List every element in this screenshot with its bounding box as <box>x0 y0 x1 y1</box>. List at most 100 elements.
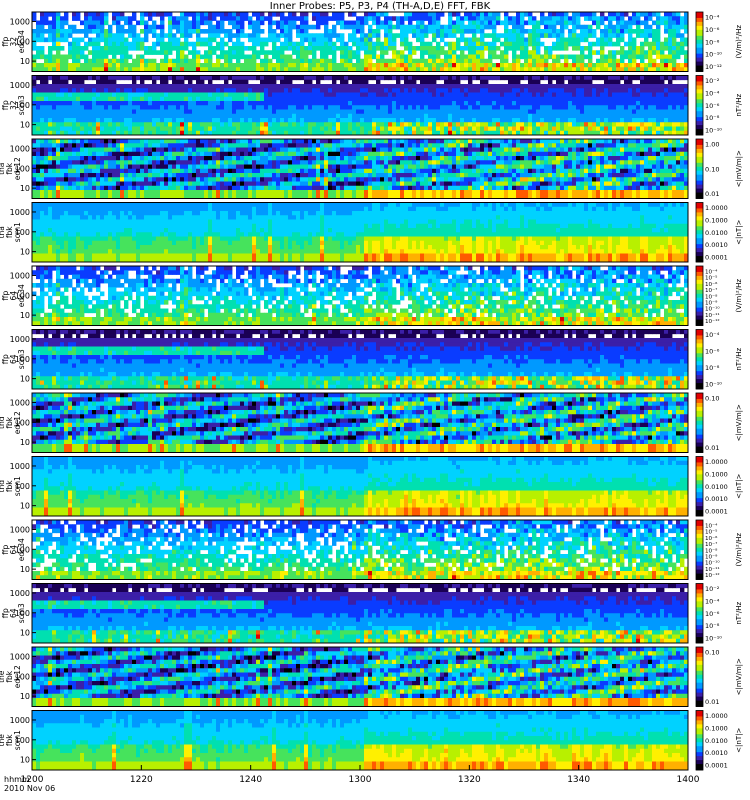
colorbar-tick-label: 10⁻⁸ <box>705 293 718 300</box>
panel-ylabel: thd ffp 64 scm3 <box>0 349 26 369</box>
panel-6: 10 100 1000 thd ffp 64 scm3 10⁻⁴ 10⁻⁶ 10⁻⁸ 10⁻¹⁰ nT… <box>0 329 743 390</box>
ylabel-line: edc34 <box>17 30 26 53</box>
colorbar: 0.10 0.01 <|mV/m|> <box>695 646 743 707</box>
ylabel-line: the <box>0 607 2 620</box>
colorbar-tick-label: 10⁻² <box>705 77 720 85</box>
colorbar-tick-label: 0.0010 <box>705 749 728 757</box>
colorbar-unit-label: nT²/Hz <box>735 94 743 117</box>
colorbar-tick-label: 10⁻⁸ <box>705 622 720 630</box>
colorbar-tick-label: 10⁻⁴ <box>705 89 720 97</box>
x-tick-label: 1200 <box>21 775 44 785</box>
panel-3: 10 100 1000 tha fbk edc12 1.00 0.10 0.01 <|mV/m|> <box>0 138 743 199</box>
y-tick-label: 100 <box>15 545 30 554</box>
spectrogram-image <box>32 139 689 199</box>
colorbar-tick-label: 10⁻¹⁰ <box>705 51 722 59</box>
ylabel-line: 64 <box>9 354 18 364</box>
x-tick-label: 1320 <box>458 775 481 785</box>
colorbar-tick-label: 0.01 <box>705 698 719 706</box>
x-tick-label: 1240 <box>239 775 262 785</box>
colorbar-tick-label: 10⁻¹¹ <box>705 312 720 319</box>
panel-ylabel: the fbk scm1 <box>0 730 22 750</box>
spectrogram-image <box>32 329 689 390</box>
colorbar-tick-label: 1.0000 <box>705 204 728 212</box>
panel-ylabel: thd fbk edc12 <box>0 411 22 434</box>
colorbar-tick-label: 10⁻⁴ <box>705 331 720 339</box>
panel-ylabel: tha ffp 32 edc34 <box>0 30 26 53</box>
colorbar-unit-label: (V/m)²/Hz <box>735 533 743 567</box>
colorbar-tick-label: 0.0100 <box>705 229 728 237</box>
colorbar-tick-label: 10⁻⁶ <box>705 348 720 356</box>
colorbar-unit-label: <|nT|> <box>735 728 743 753</box>
y-tick-label: 10 <box>20 629 30 638</box>
colorbar-tick-label: 10⁻¹¹ <box>705 566 720 573</box>
colorbar-unit-label: <|nT|> <box>735 474 743 499</box>
y-tick-label: 100 <box>15 482 30 491</box>
spectrogram-image <box>32 393 689 453</box>
y-tick-label: 100 <box>15 101 30 110</box>
colorbar-tick-label: 10⁻⁶ <box>705 26 720 34</box>
x-tick-label: 1220 <box>130 775 153 785</box>
colorbar-tick-label: 10⁻¹⁰ <box>705 381 722 389</box>
y-tick-label: 1000 <box>10 271 30 280</box>
ylabel-line: thd <box>0 416 6 429</box>
y-tick-label: 10 <box>20 375 30 384</box>
colorbar-tick-label: 10⁻¹² <box>705 318 720 325</box>
colorbar-tick-label: 0.0010 <box>705 241 728 249</box>
ylabel-line: edc12 <box>13 411 22 434</box>
colorbar-tick-label: 10⁻⁸ <box>705 547 718 554</box>
panel-ylabel: tha fbk edc12 <box>0 157 22 180</box>
panel-ylabel: thd ffp 64 edc34 <box>0 284 26 307</box>
panel-12: 10 100 1000 the fbk scm1 1.0000 0.1000 0.0100 0.0… <box>0 710 743 771</box>
ylabel-line: fbk <box>5 226 14 238</box>
colorbar-tick-label: 10⁻⁵ <box>705 529 717 536</box>
ylabel-line: the <box>0 670 6 683</box>
colorbar: 1.00 0.10 0.01 <|mV/m|> <box>695 138 743 199</box>
y-tick-label: 10 <box>20 502 30 511</box>
ylabel-line: fbk <box>5 416 14 428</box>
figure-title: Inner Probes: P5, P3, P4 (TH-A,D,E) FFT,… <box>270 1 491 12</box>
colorbar-tick-label: 10⁻⁴ <box>705 269 718 276</box>
colorbar-tick-label: 1.0000 <box>705 458 728 466</box>
x-axis-label-date: 2010 Nov 06 <box>4 784 55 793</box>
colorbar: 1.0000 0.1000 0.0100 0.0010 0.0001 <|nT|> <box>695 710 743 771</box>
colorbar-tick-label: 0.1000 <box>705 470 728 478</box>
ylabel-line: ffp <box>1 37 10 47</box>
y-tick-label: 10 <box>20 756 30 765</box>
ylabel-line: scm3 <box>17 603 26 623</box>
y-tick-label: 10 <box>20 438 30 447</box>
colorbar-tick-label: 0.10 <box>705 165 719 173</box>
ylabel-line: 64 <box>9 291 18 301</box>
colorbar-unit-label: nT²/Hz <box>735 602 743 625</box>
colorbar-tick-label: 1.00 <box>705 141 719 149</box>
colorbar-tick-label: 10⁻⁶ <box>705 102 720 110</box>
ylabel-line: thd <box>0 289 2 302</box>
ylabel-line: tha <box>0 163 6 175</box>
colorbar-tick-label: 10⁻⁴ <box>705 597 720 605</box>
ylabel-line: scm1 <box>13 730 22 750</box>
spectrogram-image <box>32 202 689 263</box>
y-tick-label: 10 <box>20 248 30 257</box>
colorbar-unit-label: (V/m)²/Hz <box>735 279 743 313</box>
y-tick-label: 1000 <box>10 462 30 471</box>
spectrogram-image <box>32 520 689 580</box>
y-tick-label: 100 <box>15 291 30 300</box>
y-tick-label: 100 <box>15 672 30 681</box>
ylabel-line: ffp <box>1 545 10 555</box>
y-tick-label: 10 <box>20 57 30 66</box>
colorbar-tick-label: 10⁻¹⁰ <box>705 635 722 643</box>
colorbar-tick-label: 10⁻⁸ <box>705 38 720 46</box>
panel-4: 10 100 1000 tha fbk scm1 1.0000 0.1000 0.0100 0.0… <box>0 202 743 263</box>
colorbar-tick-label: 0.0010 <box>705 495 728 503</box>
colorbar-tick-label: 10⁻⁸ <box>705 364 720 372</box>
y-tick-label: 100 <box>15 37 30 46</box>
ylabel-line: the <box>0 543 2 556</box>
ylabel-line: 32 <box>9 37 18 47</box>
ylabel-line: thd <box>0 353 2 366</box>
ylabel-line: tha <box>0 36 2 48</box>
ylabel-line: thd <box>0 480 6 493</box>
colorbar-tick-label: 10⁻¹⁰ <box>705 127 722 135</box>
ylabel-line: fbk <box>5 734 14 746</box>
